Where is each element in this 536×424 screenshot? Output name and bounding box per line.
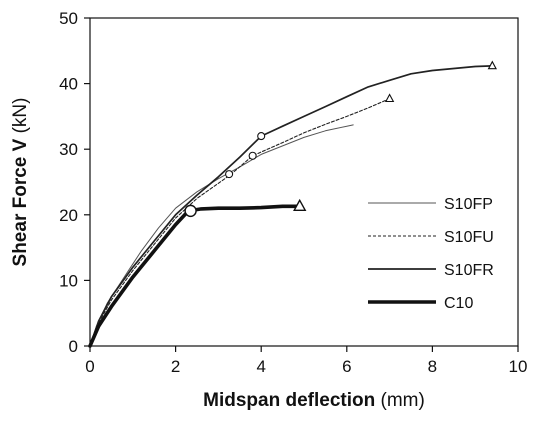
legend-label-c10: C10 bbox=[444, 295, 473, 312]
x-tick-label: 10 bbox=[509, 357, 528, 376]
y-axis-label: Shear Force V bbox=[10, 138, 31, 266]
marker-circle-s10fu bbox=[248, 151, 257, 160]
series-line-s10fr bbox=[89, 65, 494, 347]
x-axis-unit: (mm) bbox=[381, 390, 425, 411]
marker-triangle-s10fu bbox=[384, 93, 395, 103]
y-tick-label: 50 bbox=[59, 9, 78, 28]
markers-layer bbox=[184, 60, 497, 218]
marker-circle-s10fp bbox=[257, 132, 266, 141]
y-tick-label: 40 bbox=[59, 75, 78, 94]
x-axis-title: Midspan deflection (mm) bbox=[203, 390, 425, 411]
series-line-s10fp bbox=[89, 124, 354, 347]
marker-triangle-s10fr bbox=[487, 60, 497, 70]
x-tick-label: 0 bbox=[85, 357, 94, 376]
x-tick-label: 8 bbox=[428, 357, 437, 376]
y-axis-unit: (kN) bbox=[10, 98, 31, 134]
marker-triangle-c10 bbox=[293, 198, 307, 211]
x-tick-label: 6 bbox=[342, 357, 351, 376]
x-axis-label: Midspan deflection bbox=[203, 390, 375, 411]
series-layer bbox=[88, 65, 494, 348]
legend-label-s10fr: S10FR bbox=[444, 262, 494, 279]
marker-circle-c10 bbox=[184, 204, 197, 218]
series-line-s10fu bbox=[89, 98, 391, 347]
x-tick-label: 4 bbox=[256, 357, 265, 376]
y-tick-label: 10 bbox=[59, 271, 78, 290]
y-tick-label: 20 bbox=[59, 206, 78, 225]
legend: S10FP S10FU S10FR C10 bbox=[368, 196, 494, 312]
y-axis-title: Shear Force V (kN) bbox=[10, 98, 31, 267]
legend-label-s10fp: S10FP bbox=[444, 196, 493, 213]
y-tick-label: 30 bbox=[59, 140, 78, 159]
legend-label-s10fu: S10FU bbox=[444, 229, 494, 246]
marker-circle-s10fu bbox=[225, 170, 234, 179]
x-tick-label: 2 bbox=[171, 357, 180, 376]
plot-frame bbox=[89, 17, 519, 347]
y-tick-label: 0 bbox=[69, 337, 78, 356]
series-line-c10 bbox=[88, 204, 302, 348]
axis-ticks: 0 2 4 6 8 10 0 10 20 30 40 50 bbox=[59, 9, 527, 376]
